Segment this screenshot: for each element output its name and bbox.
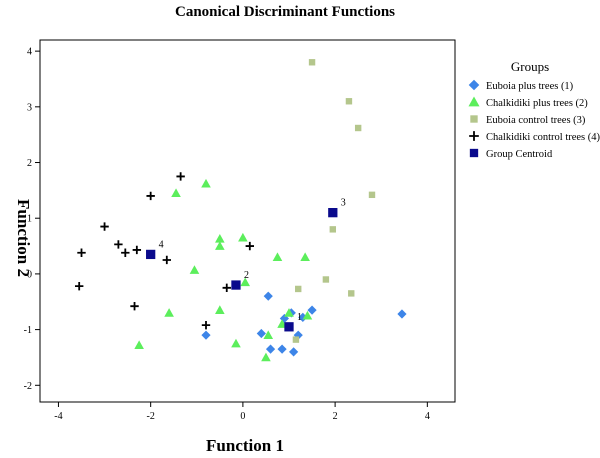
point-series-2-12	[263, 330, 274, 340]
point-series-1-7	[289, 347, 299, 357]
y-tick-label-3: 1	[27, 214, 32, 225]
centroid-4	[146, 249, 156, 260]
x-tick-label-1: -2	[146, 411, 154, 422]
point-series-4-10	[201, 320, 211, 330]
point-series-3-7	[354, 124, 362, 132]
centroid-label-3: 3	[341, 198, 346, 209]
point-series-4-1	[77, 248, 86, 257]
x-tick-label-4: 4	[425, 411, 430, 422]
point-series-2-1	[164, 308, 174, 317]
centroid-label-2: 2	[244, 270, 249, 281]
point-series-1-3	[265, 344, 276, 354]
centroid-1	[284, 322, 294, 332]
centroid-label-4: 4	[159, 239, 164, 250]
point-series-4-4	[121, 248, 130, 257]
centroid-3	[328, 208, 338, 218]
legend-entry-0: Euboia plus trees (1)	[486, 81, 574, 92]
legend-entry-2: Euboia control trees (3)	[486, 115, 586, 126]
centroid-2	[231, 280, 241, 290]
point-series-2-0	[134, 340, 144, 350]
point-series-4-0	[74, 281, 84, 291]
y-tick-label-5: 3	[27, 102, 32, 113]
point-series-4-5	[132, 245, 142, 255]
x-tick-label-3: 2	[333, 411, 338, 422]
chart-title: Canonical Discriminant Functions	[175, 4, 395, 20]
x-axis: -4 -2 0 2 4	[54, 402, 430, 422]
point-series-2-16	[300, 252, 310, 262]
point-series-4-12	[245, 241, 255, 251]
point-series-2-11	[261, 352, 271, 362]
y-tick-label-0: -2	[24, 381, 32, 392]
point-series-4-9	[176, 172, 185, 181]
x-tick-label-0: -4	[54, 411, 62, 422]
y-tick-label-1: -1	[24, 325, 32, 336]
point-series-3-2	[308, 59, 316, 66]
point-series-2-13	[272, 252, 283, 262]
data-points	[74, 59, 407, 362]
y-tick-label-2: 0	[27, 269, 32, 280]
legend-marker-2	[470, 115, 478, 123]
y-axis-title: Function 2	[14, 199, 33, 277]
point-series-2-10	[240, 277, 250, 287]
y-tick-label-4: 2	[27, 158, 32, 169]
point-series-1-9	[298, 312, 308, 322]
y-tick-label-6: 4	[27, 47, 32, 58]
y-axis: -2 -1 0 1 2 3 4	[24, 47, 40, 392]
centroid-label-1: 1	[297, 312, 302, 323]
legend-entry-1: Chalkidiki plus trees (2)	[486, 98, 588, 109]
point-series-1-4	[277, 344, 287, 354]
point-series-2-5	[215, 234, 225, 243]
legend-marker-3	[469, 131, 479, 141]
legend-marker-1	[468, 96, 480, 107]
point-series-4-2	[100, 222, 109, 231]
point-series-4-11	[222, 283, 231, 293]
point-series-2-3	[189, 265, 200, 274]
legend: Groups Euboia plus trees (1) Chalkidiki p…	[468, 59, 600, 160]
x-axis-title: Function 1	[206, 436, 284, 455]
point-series-3-8	[368, 191, 376, 199]
point-series-1-0	[201, 330, 211, 340]
point-series-4-8	[162, 255, 172, 265]
point-series-2-6	[215, 241, 225, 250]
point-series-3-0	[292, 336, 300, 343]
point-series-1-1	[256, 328, 266, 339]
point-series-2-17	[302, 310, 313, 320]
point-series-3-5	[345, 98, 353, 105]
point-series-4-7	[146, 191, 155, 201]
point-series-2-15	[284, 308, 294, 317]
legend-entry-4: Group Centroid	[486, 149, 553, 160]
point-series-2-9	[238, 232, 248, 242]
legend-title: Groups	[511, 59, 549, 74]
point-series-1-2	[263, 291, 273, 301]
point-series-2-7	[215, 305, 225, 314]
point-series-3-6	[348, 290, 355, 297]
point-series-1-10	[307, 305, 317, 315]
point-series-3-4	[329, 226, 337, 233]
x-tick-label-2: 0	[240, 411, 245, 422]
point-series-4-6	[130, 302, 139, 311]
plot-area	[39, 39, 456, 403]
legend-entry-3: Chalkidiki control trees (4)	[486, 132, 600, 143]
legend-marker-4	[469, 148, 479, 158]
point-series-4-3	[114, 240, 123, 249]
point-series-3-1	[295, 285, 302, 293]
point-series-2-8	[231, 338, 241, 348]
point-series-1-5	[279, 313, 289, 324]
point-series-3-3	[322, 276, 330, 283]
point-series-2-2	[171, 188, 181, 197]
legend-marker-0	[468, 79, 480, 91]
group-centroids: 1 2 3 4	[146, 198, 346, 332]
point-series-1-11	[397, 309, 407, 319]
point-series-2-4	[201, 178, 211, 188]
